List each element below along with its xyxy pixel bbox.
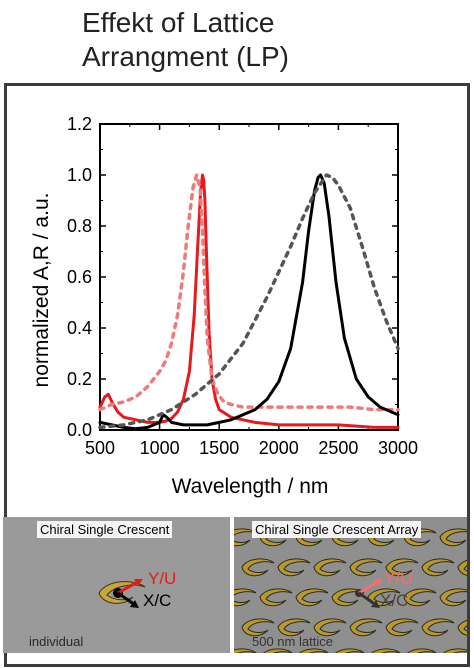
array-crescent bbox=[234, 648, 257, 653]
page-title: Effekt of Lattice Arrangment (LP) bbox=[82, 6, 289, 74]
array-crescent bbox=[457, 619, 467, 636]
y-tick-label: 0.8 bbox=[67, 216, 92, 236]
y-tick-label: 0.2 bbox=[67, 369, 92, 389]
array-x-c-arrowhead bbox=[371, 600, 380, 608]
crescent-shape bbox=[98, 581, 146, 604]
x-axis-label: Wavelength / nm bbox=[172, 475, 329, 498]
array-crescent bbox=[277, 618, 311, 637]
x-tick-label: 3000 bbox=[378, 438, 418, 458]
array-crescent bbox=[313, 618, 347, 637]
single-crescent-illustration bbox=[98, 579, 146, 608]
x-tick-label: 1000 bbox=[140, 438, 180, 458]
array-crescent bbox=[439, 528, 467, 547]
individual-crescent-panel: Chiral Single Crescent Y/U X/C individua… bbox=[3, 517, 230, 653]
array-crescent bbox=[403, 588, 437, 607]
x-tick-label: 2500 bbox=[318, 438, 358, 458]
series-line-3 bbox=[98, 173, 400, 431]
title-line-1: Effekt of Lattice bbox=[82, 7, 275, 38]
array-crescent bbox=[439, 588, 467, 607]
array-crescent bbox=[349, 618, 383, 637]
array-crescent bbox=[234, 528, 257, 547]
label-y-u: Y/U bbox=[148, 569, 177, 588]
array-x-c-arrow bbox=[358, 591, 377, 607]
array-crescent bbox=[259, 588, 293, 607]
array-crescent bbox=[234, 588, 257, 607]
x-tick-label: 1500 bbox=[199, 438, 239, 458]
x-c-arrow bbox=[117, 591, 136, 607]
array-label-x-c: X/C bbox=[380, 591, 409, 610]
array-crescent bbox=[295, 588, 329, 607]
array-label-y-u: Y/U bbox=[384, 569, 413, 588]
array-crescent bbox=[371, 648, 401, 653]
x-c-arrowhead bbox=[130, 600, 139, 608]
array-y-u-arrow bbox=[358, 579, 380, 595]
panel-title-array: Chiral Single Crescent Array bbox=[252, 521, 422, 538]
array-crescent bbox=[241, 558, 275, 577]
array-crescent bbox=[443, 648, 467, 653]
array-crescent bbox=[331, 588, 365, 607]
series-line-2 bbox=[98, 173, 400, 412]
array-crescent bbox=[385, 618, 419, 637]
x-tick-label: 2000 bbox=[259, 438, 299, 458]
caption-array: 500 nm lattice bbox=[252, 634, 333, 649]
array-crescent bbox=[457, 559, 467, 576]
array-crescent bbox=[277, 558, 311, 577]
title-line-2: Arrangment (LP) bbox=[82, 41, 289, 72]
caption-individual: individual bbox=[29, 634, 84, 649]
array-crescent bbox=[349, 558, 383, 577]
array-y-u-arrowhead bbox=[374, 579, 383, 586]
crescent-array-illustration bbox=[234, 528, 467, 653]
array-crescent bbox=[421, 558, 455, 577]
y-tick-label: 0.0 bbox=[67, 420, 92, 440]
array-crescent bbox=[263, 648, 293, 653]
y-axis-label: normalized A,R / a.u. bbox=[30, 193, 53, 388]
array-arrows bbox=[355, 579, 383, 608]
panel-title-individual: Chiral Single Crescent bbox=[37, 521, 173, 538]
y-tick-label: 0.4 bbox=[67, 318, 92, 338]
y-u-arrow bbox=[117, 579, 140, 595]
array-crescent bbox=[335, 648, 365, 653]
array-crescent bbox=[241, 618, 275, 637]
y-tick-label: 1.2 bbox=[67, 114, 92, 134]
label-x-c: X/C bbox=[143, 591, 172, 610]
plot-frame bbox=[99, 123, 399, 431]
crescent-array-panel: Chiral Single Crescent Array Y/U X/C 500… bbox=[234, 517, 467, 653]
y-u-arrowhead bbox=[134, 579, 143, 586]
array-crescent bbox=[407, 648, 437, 653]
y-tick-label: 0.6 bbox=[67, 267, 92, 287]
plot-layer: 500 1000 1500 2000 2500 3000 0.0 0.2 0.4 0.6 0.8 1.… bbox=[67, 114, 418, 458]
array-crescent bbox=[421, 618, 455, 637]
x-tick-label: 500 bbox=[85, 438, 115, 458]
array-crescent bbox=[299, 648, 329, 653]
series-line-4 bbox=[98, 173, 400, 430]
array-crescent bbox=[385, 558, 419, 577]
array-crescent bbox=[313, 558, 347, 577]
y-tick-label: 1.0 bbox=[67, 165, 92, 185]
